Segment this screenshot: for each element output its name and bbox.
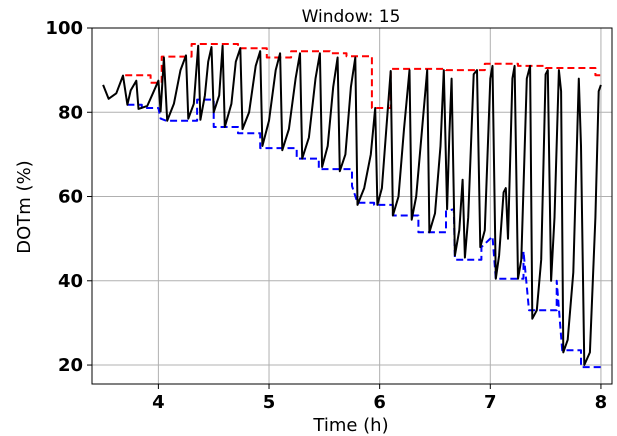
series-line-solid-0 xyxy=(102,44,602,366)
y-axis-label: DOTm (%) xyxy=(14,160,35,253)
plot-frame xyxy=(91,27,613,385)
y-tick-label: 60 xyxy=(58,187,83,208)
x-axis-label: Time (h) xyxy=(312,415,388,436)
x-tick-label: 5 xyxy=(263,392,276,413)
series-line-dashed-1 xyxy=(125,43,601,109)
x-tick-label: 4 xyxy=(152,392,165,413)
y-tick-label: 80 xyxy=(58,102,83,123)
x-tick-label: 7 xyxy=(484,392,497,413)
y-tick-label: 40 xyxy=(58,271,83,292)
y-tick-label: 100 xyxy=(45,18,83,39)
x-tick-label: 6 xyxy=(373,392,386,413)
ticks: 4 5 6 7 8 20 40 60 80 100 xyxy=(45,18,607,413)
x-tick-label: 8 xyxy=(595,392,608,413)
series-group xyxy=(102,43,602,369)
y-tick-label: 20 xyxy=(58,355,83,376)
chart-title: Window: 15 xyxy=(302,7,401,27)
